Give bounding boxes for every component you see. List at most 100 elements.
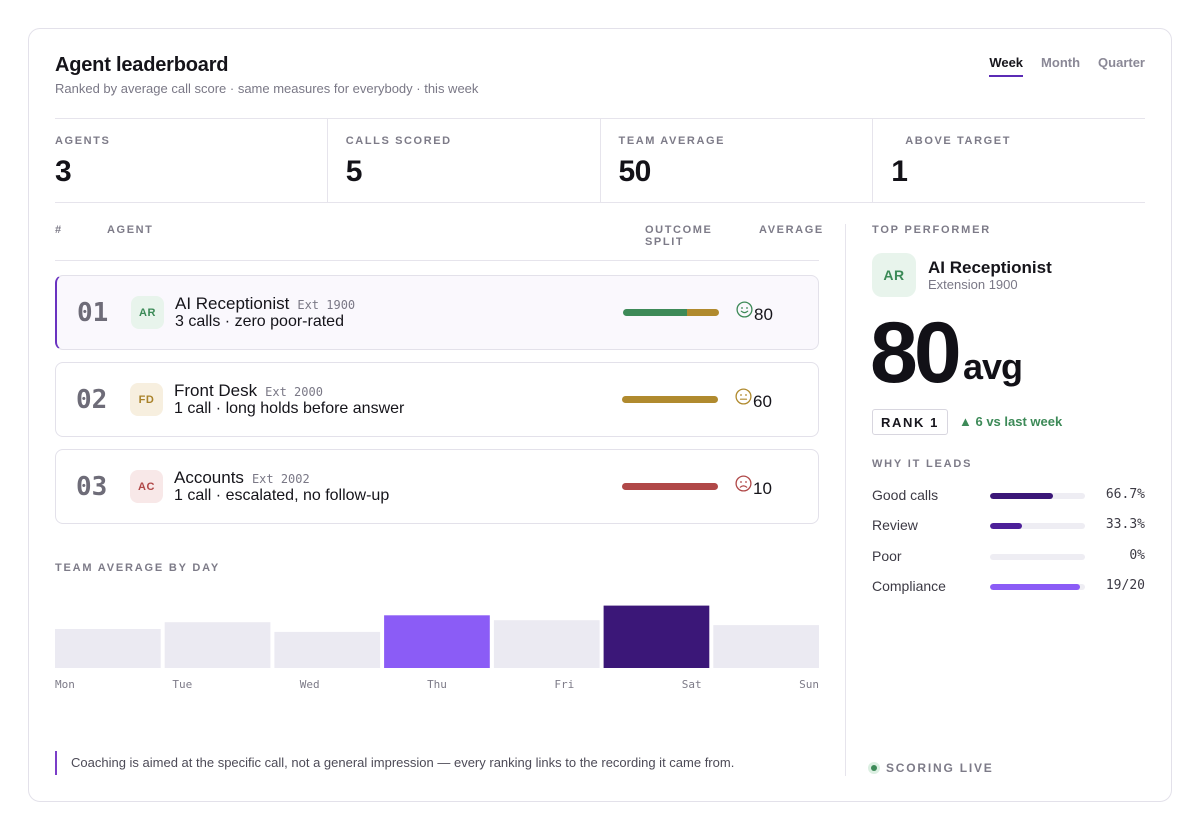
metric-bar	[990, 554, 1085, 560]
stat-value: 50	[618, 155, 652, 188]
agent-name-text: AI Receptionist	[175, 294, 290, 313]
stat-label: CALLS SCORED	[345, 135, 452, 147]
metric-label: Review	[872, 517, 918, 533]
agent-name-text: Front Desk	[174, 381, 258, 400]
metric-good-calls: Good calls 66.7%	[872, 487, 1145, 505]
column-rank-header: #	[55, 224, 63, 236]
bar-sun	[713, 625, 819, 668]
tab-week[interactable]: Week	[989, 55, 1024, 77]
top-performer-score: 80	[870, 305, 962, 401]
tab-quarter[interactable]: Quarter	[1098, 55, 1145, 70]
tick-label-tue: Tue	[172, 678, 192, 691]
agent-name-text: Accounts	[174, 468, 244, 487]
top-performer-label: TOP PERFORMER	[872, 224, 991, 236]
tick-label-fri: Fri	[554, 678, 574, 691]
metric-label: Compliance	[872, 578, 946, 594]
bar-sat	[603, 605, 710, 668]
stat-label: ABOVE TARGET	[905, 135, 1012, 147]
metric-compliance: Compliance 19/20	[872, 578, 1145, 596]
bar-mon	[55, 629, 161, 668]
rank-number: 01	[77, 298, 109, 328]
metric-label: Good calls	[872, 487, 939, 503]
tick-label-thu: Thu	[427, 678, 447, 691]
column-average-header: AVERAGE	[759, 224, 824, 236]
tick-label-wed: Wed	[300, 678, 320, 691]
bar-wed	[274, 631, 381, 668]
summary-stats: AGENTS 3 CALLS SCORED 5 TEAM AVERAGE 50 …	[55, 118, 1145, 203]
metric-value: 66.7%	[1105, 487, 1145, 502]
agent-summary: 1 call · escalated, no follow-up	[174, 487, 390, 504]
agent-ext: Ext 2000	[265, 385, 323, 399]
page-title: Agent leaderboard	[55, 54, 229, 76]
metric-bar	[990, 493, 1085, 499]
agent-ext: Ext 1900	[297, 298, 356, 312]
column-agent-header: AGENT	[107, 224, 154, 236]
split-segment	[623, 309, 688, 316]
tab-month[interactable]: Month	[1041, 55, 1081, 70]
metric-poor: Poor 0%	[872, 548, 1145, 566]
agent-summary: 1 call · long holds before answer	[174, 400, 405, 417]
outcome-split-bar	[622, 396, 718, 403]
avatar: AR	[131, 296, 164, 329]
tick-label-sun: Sun	[799, 678, 819, 691]
metric-bar	[990, 584, 1085, 590]
tick-label-mon: Mon	[55, 678, 75, 691]
scoring-live-status: SCORING LIVE	[868, 761, 994, 775]
metric-review: Review 33.3%	[872, 517, 1145, 535]
top-performer-score-unit: avg	[963, 346, 1023, 387]
coaching-note: Coaching is aimed at the specific call, …	[55, 751, 734, 775]
neutral-face-icon	[735, 388, 752, 405]
stat-label: AGENTS	[55, 135, 111, 147]
table-header: # AGENT OUTCOME SPLIT AVERAGE	[55, 224, 822, 261]
metric-value: 33.3%	[1105, 517, 1145, 532]
rank-badge: RANK 1	[872, 409, 948, 435]
weekly-delta: ▲ 6 vs last week	[959, 414, 1063, 429]
agent-average: 10	[753, 479, 772, 498]
period-tabs: Week Month Quarter	[989, 55, 1145, 77]
stat-label: TEAM AVERAGE	[618, 135, 726, 147]
stat-above-target: ABOVE TARGET 1	[873, 119, 1145, 202]
top-performer-extension: Extension 1900	[928, 277, 1018, 292]
top-performer-name: AI Receptionist	[928, 258, 1052, 277]
agent-name: AI Receptionist Ext 1900	[175, 294, 355, 314]
metric-value: 19/20	[1105, 578, 1145, 593]
page-subtitle: Ranked by average call score · same meas…	[55, 81, 479, 96]
agent-row-2[interactable]: 02 FD Front Desk Ext 2000 1 call · long h…	[55, 362, 819, 437]
bar-thu	[384, 615, 490, 668]
team-average-chart-svg: Mon Tue Wed Thu Fri Sat Sun	[55, 605, 819, 691]
split-segment	[622, 483, 718, 490]
stat-calls-scored: CALLS SCORED 5	[328, 119, 601, 202]
rank-number: 02	[76, 385, 108, 415]
rank-number: 03	[76, 472, 108, 502]
agent-summary: 3 calls · zero poor-rated	[175, 313, 344, 330]
metric-label: Poor	[872, 548, 902, 564]
stat-value: 1	[891, 155, 908, 188]
stat-team-average: TEAM AVERAGE 50	[601, 119, 874, 202]
agent-row-1[interactable]: 01 AR AI Receptionist Ext 1900 3 calls · …	[55, 275, 819, 350]
metric-bar-fill	[990, 493, 1054, 499]
avatar: AR	[872, 253, 916, 297]
panel-divider	[845, 224, 846, 776]
live-dot-icon	[868, 762, 880, 774]
split-segment	[622, 396, 718, 403]
metric-bar-fill	[990, 523, 1022, 529]
sad-face-icon	[735, 475, 752, 492]
metric-bar-fill	[990, 584, 1081, 590]
why-it-leads-label: WHY IT LEADS	[872, 458, 973, 470]
outcome-split-bar	[622, 483, 718, 490]
agent-name: Front Desk Ext 2000	[174, 381, 323, 401]
agent-row-3[interactable]: 03 AC Accounts Ext 2002 1 call · escalate…	[55, 449, 819, 524]
bar-tue	[164, 622, 271, 668]
tick-label-sat: Sat	[682, 678, 702, 691]
stat-agents: AGENTS 3	[55, 119, 328, 202]
happy-face-icon	[736, 301, 753, 318]
column-split-header: OUTCOME SPLIT	[645, 224, 713, 248]
metric-value: 0%	[1129, 548, 1145, 563]
agent-average: 80	[754, 305, 773, 324]
outcome-split-bar	[623, 309, 719, 316]
team-average-chart: Mon Tue Wed Thu Fri Sat Sun	[55, 590, 819, 700]
metric-bar	[990, 523, 1085, 529]
stat-value: 5	[345, 155, 363, 188]
avatar: AC	[130, 470, 163, 503]
split-segment	[687, 309, 719, 316]
